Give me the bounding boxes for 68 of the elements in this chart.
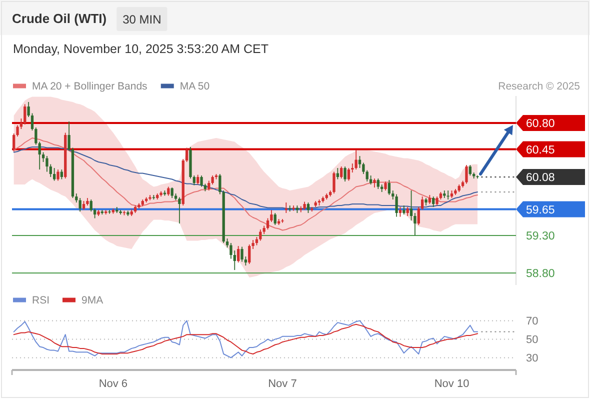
candlestick xyxy=(358,156,362,168)
y-tick-label: 60.45 xyxy=(526,144,555,156)
candlestick xyxy=(432,196,435,208)
y-tick-label: 60.08 xyxy=(526,172,555,184)
chart-title: Crude Oil (WTI) xyxy=(12,11,107,26)
candlestick xyxy=(30,112,34,131)
y-tick-label: 70 xyxy=(526,316,538,328)
x-tick-label: Nov 7 xyxy=(268,378,297,390)
candlestick xyxy=(56,169,60,182)
chart-subtitle: Monday, November 10, 2025 3:53:20 AM CET xyxy=(13,42,269,56)
text: 30 MIN xyxy=(122,12,162,26)
x-tick-label: Nov 10 xyxy=(434,378,470,390)
candlestick xyxy=(68,121,70,152)
candlestick xyxy=(208,180,210,191)
y-tick-label: 59.65 xyxy=(526,204,555,216)
legend-label: MA 20 + Bollinger Bands xyxy=(32,80,148,92)
x-tick-label: Nov 6 xyxy=(98,378,128,390)
y-tick-label: 59.30 xyxy=(526,230,555,242)
candlestick xyxy=(200,175,203,188)
candlestick xyxy=(340,166,343,179)
candlestick xyxy=(288,205,292,212)
text: Research © 2025 xyxy=(498,80,580,92)
y-tick-label: 30 xyxy=(526,352,538,365)
candlestick xyxy=(90,199,92,212)
y-tick-label: 50 xyxy=(526,334,538,346)
candlestick xyxy=(420,196,424,210)
candlestick xyxy=(398,206,402,218)
candlestick xyxy=(414,212,416,236)
candlestick xyxy=(240,246,244,262)
candlestick xyxy=(236,246,240,263)
candlestick xyxy=(93,208,96,219)
candlestick xyxy=(248,244,251,264)
candlestick xyxy=(395,194,398,218)
candlestick xyxy=(34,127,38,146)
candlestick xyxy=(347,168,350,182)
candlestick xyxy=(344,166,346,182)
candlestick xyxy=(178,196,181,224)
y-tick-label: 58.80 xyxy=(526,268,555,280)
candlestick xyxy=(332,171,336,194)
candlestick xyxy=(52,168,56,182)
candlestick xyxy=(27,102,30,118)
candlestick xyxy=(170,187,174,198)
candlestick xyxy=(354,150,358,170)
candlestick xyxy=(196,174,200,185)
candlestick xyxy=(38,141,41,170)
candlestick xyxy=(266,218,270,230)
candlestick xyxy=(388,180,391,196)
candlestick xyxy=(20,118,23,130)
candlestick xyxy=(306,202,310,214)
candlestick xyxy=(468,164,472,176)
candlestick xyxy=(218,174,222,195)
candlestick xyxy=(274,212,276,226)
candlestick xyxy=(376,178,380,190)
legend-label: 9MA xyxy=(82,294,104,306)
candlestick xyxy=(24,104,26,125)
candlestick xyxy=(259,229,262,242)
candlestick xyxy=(417,206,420,226)
legend-label: MA 50 xyxy=(180,80,210,92)
candlestick xyxy=(351,163,354,173)
y-tick-label: 60.80 xyxy=(526,118,555,130)
legend-label: RSI xyxy=(32,294,50,306)
candlestick xyxy=(78,198,82,212)
candlestick xyxy=(410,190,413,221)
candlestick xyxy=(284,202,288,214)
candlestick xyxy=(465,164,468,184)
candlestick xyxy=(42,152,45,162)
candlestick xyxy=(185,147,188,162)
candlestick xyxy=(270,210,273,222)
